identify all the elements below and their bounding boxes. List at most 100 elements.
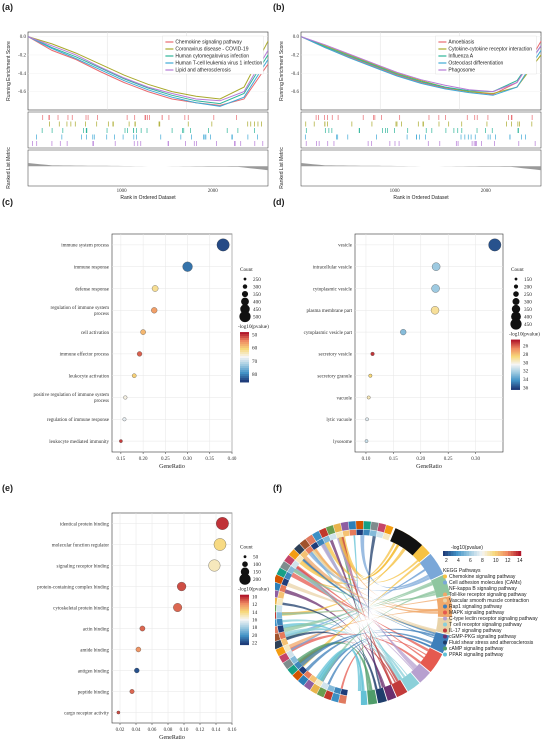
chord-ribbon bbox=[282, 591, 436, 616]
gene-segment bbox=[370, 521, 379, 531]
color-legend-step bbox=[240, 630, 249, 634]
xlabel: Rank in Ordered Dataset bbox=[120, 195, 176, 201]
dot-point bbox=[216, 517, 229, 530]
chord-ribbon bbox=[353, 535, 362, 691]
gene-pvalue-segment bbox=[300, 550, 309, 559]
color-legend-step bbox=[240, 368, 249, 371]
gene-pvalue-segment bbox=[295, 555, 304, 564]
ylabel-top: Running Enrichment Score bbox=[279, 41, 285, 101]
chord-color-step bbox=[453, 551, 457, 556]
plot-frame bbox=[354, 233, 504, 453]
series-line-2 bbox=[27, 36, 269, 105]
rug-frame bbox=[300, 111, 542, 149]
size-legend-dot bbox=[513, 284, 519, 289]
gene-segment bbox=[331, 692, 340, 703]
chord-legend-label-9: IL-17 signaling pathway bbox=[449, 628, 502, 634]
dot-point bbox=[213, 538, 227, 551]
color-legend-step bbox=[511, 351, 520, 354]
color-legend-step bbox=[240, 356, 249, 359]
chord-legend-label-8: T cell receptor signaling pathway bbox=[449, 622, 522, 628]
size-legend-dot bbox=[239, 310, 251, 323]
gene-segment bbox=[275, 612, 277, 619]
chord-ribbon bbox=[318, 648, 361, 691]
ylabel-bottom: Ranked List Metric bbox=[6, 147, 12, 189]
ylabel-top: Running Enrichment Score bbox=[6, 41, 12, 101]
color-legend-step bbox=[240, 374, 249, 377]
color-legend-tick: 70 bbox=[252, 359, 258, 365]
color-legend-step bbox=[511, 367, 520, 370]
color-legend-tick: 30 bbox=[523, 360, 529, 366]
y-category-label: lytic vacuole bbox=[326, 418, 352, 423]
gene-segment bbox=[287, 664, 299, 676]
x-tick-label: 0.12 bbox=[196, 728, 205, 733]
y-category-label: leukocyte mediated immunity bbox=[49, 440, 109, 445]
gene-segment bbox=[333, 523, 342, 533]
color-legend-step bbox=[240, 596, 249, 600]
chord-legend-swatch-1 bbox=[443, 580, 447, 585]
color-legend-step bbox=[511, 361, 520, 364]
y-category-label: identical protein binding bbox=[60, 522, 110, 527]
gene-pvalue-segment bbox=[277, 591, 285, 599]
chord-color-step bbox=[474, 551, 477, 556]
color-legend-tick: 32 bbox=[523, 369, 529, 375]
size-legend-dot bbox=[511, 304, 521, 314]
gene-pvalue-segment bbox=[284, 571, 293, 581]
gene-pvalue-segment bbox=[303, 670, 313, 679]
x-tick-label: 0.25 bbox=[444, 457, 453, 462]
dot-point bbox=[431, 262, 441, 271]
color-legend-tick: 20 bbox=[252, 633, 258, 639]
chord-legend-label-2: NF-kappa B signaling pathway bbox=[449, 586, 517, 592]
chord-color-step bbox=[469, 551, 472, 556]
gene-pvalue-segment bbox=[286, 650, 295, 659]
color-legend-step bbox=[240, 612, 249, 616]
color-legend-step bbox=[240, 378, 249, 381]
y-category-label: peptide binding bbox=[78, 690, 110, 695]
y-category-label: vacuole bbox=[336, 396, 352, 401]
size-legend-label: 500 bbox=[253, 314, 261, 320]
color-legend-step bbox=[511, 355, 520, 358]
gene-segment bbox=[323, 690, 334, 701]
series-line-1 bbox=[27, 36, 269, 100]
dot-point bbox=[151, 307, 158, 314]
y-category-label: regulation of immune response bbox=[47, 418, 110, 423]
dotplot-e: 0.02 0.04 0.06 0.08 0.10 0.12 0.14 0.16 GeneRati… bbox=[37, 512, 269, 741]
panel-label-e: (e) bbox=[2, 483, 13, 493]
x-tick-label: 0.10 bbox=[362, 457, 371, 462]
legend-label-0: Amoebiasis bbox=[448, 40, 474, 46]
color-legend-step bbox=[240, 608, 249, 612]
color-legend-step bbox=[240, 364, 249, 367]
y-category-label: molecular function regulator bbox=[52, 543, 110, 548]
color-legend-tick: 12 bbox=[252, 602, 258, 608]
color-legend-step bbox=[511, 341, 520, 344]
size-legend-label: 450 bbox=[253, 307, 261, 313]
gene-segment bbox=[312, 530, 323, 542]
gene-segment bbox=[275, 639, 283, 650]
gene-pvalue-segment bbox=[291, 560, 300, 569]
gene-pvalue-segment bbox=[310, 541, 320, 551]
chord-color-step bbox=[495, 551, 498, 556]
chord-legend-label-12: cAMP signaling pathway bbox=[449, 646, 504, 652]
x-tick-label: 2000 bbox=[208, 189, 219, 194]
chord-color-step bbox=[487, 551, 490, 556]
color-legend-title: -log10(pvalue) bbox=[238, 586, 269, 593]
color-legend-step bbox=[240, 360, 249, 363]
chord-ribbon bbox=[324, 541, 400, 579]
chord-color-step bbox=[463, 551, 467, 556]
chord-color-step bbox=[471, 551, 475, 556]
dotplot-d: 0.10 0.15 0.20 0.25 0.30 GeneRatio vesicle intr… bbox=[304, 233, 540, 470]
gene-pvalue-segment bbox=[278, 631, 286, 640]
pathway-block-10 bbox=[383, 684, 397, 701]
y-category-label-cont: process bbox=[94, 399, 109, 404]
series-line-0 bbox=[300, 36, 542, 95]
color-legend-title: -log10(pvalue) bbox=[238, 323, 269, 330]
y-category-label: immune effector process bbox=[60, 353, 109, 358]
dot-point bbox=[134, 667, 140, 674]
color-legend-step bbox=[240, 628, 249, 632]
gene-pvalue-segment bbox=[363, 529, 370, 536]
gene-pvalue-segment bbox=[276, 612, 283, 619]
color-legend-step bbox=[240, 346, 249, 349]
dot-point bbox=[216, 238, 230, 252]
dot-point bbox=[122, 417, 127, 422]
chord-legend-label-3: Toll-like receptor signaling pathway bbox=[449, 592, 527, 598]
size-legend-dot bbox=[242, 284, 248, 289]
